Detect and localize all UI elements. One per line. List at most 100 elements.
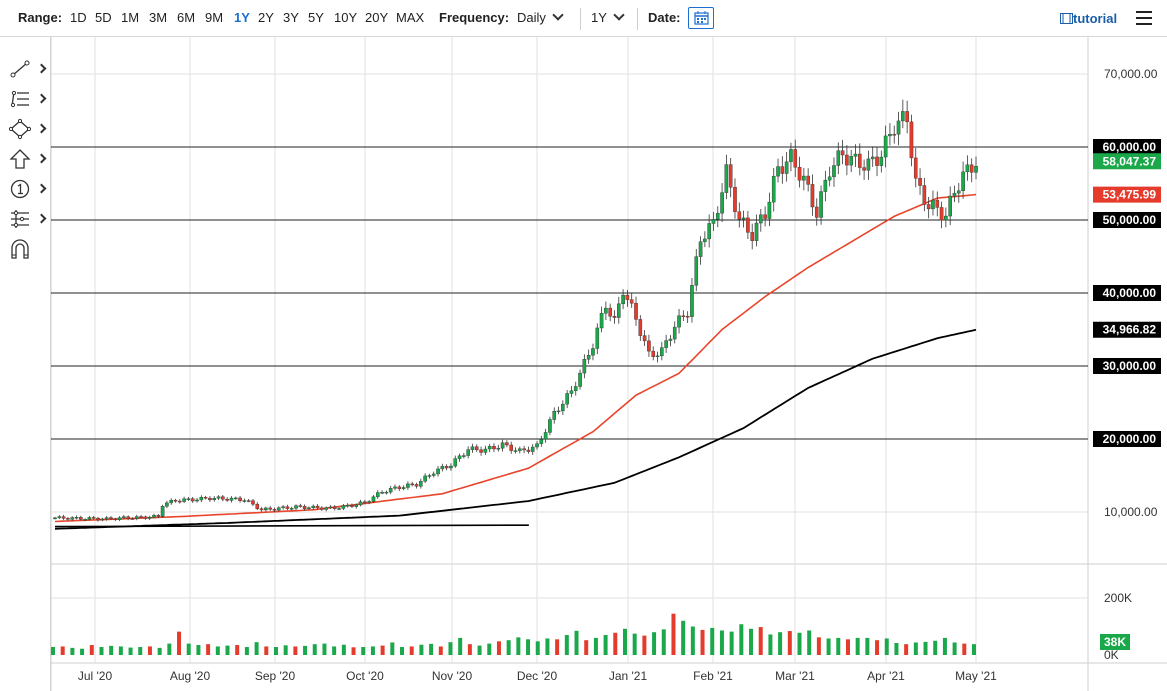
candle-body <box>423 475 427 482</box>
candle-body <box>87 517 92 520</box>
fibonacci-tool-button[interactable] <box>8 88 47 110</box>
candle-body <box>208 497 212 501</box>
candle-body <box>410 483 415 486</box>
volume-bar <box>826 638 831 655</box>
volume-bar <box>70 647 75 655</box>
candle-body <box>190 498 195 502</box>
candle-body <box>677 315 681 328</box>
sma50-value-tag-bg <box>1093 186 1161 203</box>
candle-body <box>337 508 341 510</box>
candle-body <box>328 506 333 509</box>
date-picker-button[interactable] <box>688 7 714 29</box>
divider <box>580 8 581 30</box>
range-6m[interactable]: 6M <box>177 10 196 25</box>
volume-bar <box>603 635 608 655</box>
candle-body <box>741 217 746 220</box>
volume-bar <box>244 647 249 655</box>
candle-body <box>401 487 406 489</box>
volume-bar <box>865 637 870 655</box>
candle-body <box>694 256 699 286</box>
hamburger-menu-icon[interactable] <box>1136 11 1152 25</box>
volume-bar <box>312 644 317 655</box>
tutorial-link[interactable]: tutorial <box>1060 11 1117 26</box>
range-10y[interactable]: 10Y <box>334 10 358 25</box>
volume-bar <box>875 640 880 655</box>
last-price-tag: 58,047.37 <box>1103 154 1157 168</box>
volume-bar <box>235 645 240 655</box>
volume-bar <box>700 629 705 655</box>
range-3y[interactable]: 3Y <box>283 10 299 25</box>
period-select[interactable]: 1Y <box>591 9 625 26</box>
volume-bar <box>836 637 841 655</box>
candle-body <box>556 410 561 413</box>
x-tick-label: Dec '20 <box>517 669 558 683</box>
candle-body <box>681 315 686 317</box>
range-1d[interactable]: 1D <box>70 10 87 25</box>
range-9m[interactable]: 9M <box>205 10 224 25</box>
range-5d[interactable]: 5D <box>95 10 112 25</box>
candle-body <box>599 313 604 329</box>
candle-body <box>733 187 737 212</box>
magnet-tool-button[interactable] <box>8 238 44 260</box>
range-max[interactable]: MAX <box>396 10 425 25</box>
candle-body <box>905 111 909 123</box>
candle-body <box>612 315 617 318</box>
frequency-select[interactable]: Daily <box>517 9 564 26</box>
volume-bar <box>380 645 385 655</box>
level-label: 30,000.00 <box>1103 359 1157 373</box>
candle-body <box>655 355 660 358</box>
candle-body <box>784 161 789 174</box>
line-tool-button[interactable] <box>8 58 47 80</box>
candle-body <box>453 458 458 467</box>
candle-body <box>845 154 849 166</box>
range-5y[interactable]: 5Y <box>308 10 324 25</box>
candle-body <box>143 516 148 519</box>
volume-bar <box>89 645 94 655</box>
candle-body <box>974 166 978 173</box>
annotation-tool-button[interactable] <box>8 178 47 200</box>
range-3m[interactable]: 3M <box>149 10 168 25</box>
candle-body <box>272 509 277 511</box>
volume-bar <box>196 645 201 655</box>
candle-body <box>324 507 328 510</box>
volume-bar <box>671 613 676 655</box>
candle-body <box>668 338 673 341</box>
candle-body <box>195 499 199 502</box>
candle-body <box>806 175 810 185</box>
candle-body <box>565 393 569 405</box>
candle-body <box>315 505 320 509</box>
volume-bar <box>157 647 162 655</box>
candle-body <box>134 516 139 519</box>
candle-body <box>61 516 66 519</box>
candle-body <box>518 448 522 451</box>
candle-body <box>505 442 509 446</box>
range-2y[interactable]: 2Y <box>258 10 274 25</box>
arrow-tool-icon <box>9 149 31 169</box>
shape-tool-button[interactable] <box>8 118 47 140</box>
candle-body <box>320 507 324 510</box>
volume-bar <box>749 628 754 655</box>
volume-bar <box>264 646 269 655</box>
arrow-tool-button[interactable] <box>8 148 47 170</box>
candle-body <box>225 499 229 501</box>
candle-body <box>810 184 815 208</box>
candle-body <box>616 303 621 318</box>
volume-bar <box>710 627 715 655</box>
candle-body <box>724 164 729 193</box>
frequency-value: Daily <box>517 10 546 25</box>
range-20y[interactable]: 20Y <box>365 10 389 25</box>
indicator-tool-button[interactable] <box>8 208 47 230</box>
range-1y[interactable]: 1Y <box>234 10 250 25</box>
annotation-tool-icon <box>10 179 30 199</box>
volume-bar <box>215 646 220 655</box>
range-label: Range: <box>18 10 63 25</box>
volume-bar <box>593 637 598 655</box>
sma200-value-tag-bg <box>1093 321 1161 338</box>
candle-body <box>664 340 668 348</box>
volume-bar <box>613 632 618 655</box>
candle-body <box>539 439 544 444</box>
candle-body <box>776 166 780 177</box>
candle-body <box>901 111 905 122</box>
range-1m[interactable]: 1M <box>121 10 140 25</box>
